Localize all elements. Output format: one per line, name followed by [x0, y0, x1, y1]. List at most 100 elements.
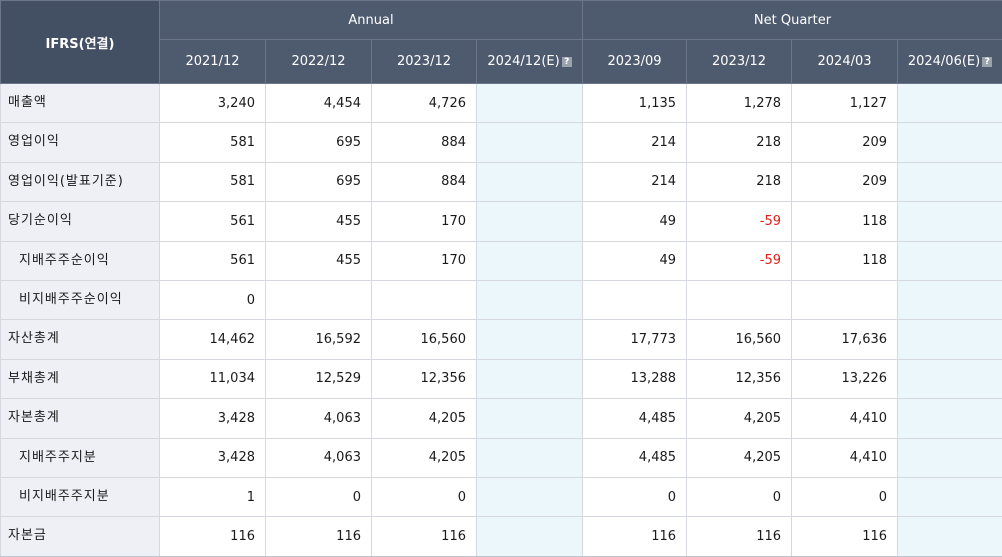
value-cell: 3,428	[160, 399, 266, 438]
estimate-cell	[898, 162, 1002, 201]
value-cell: 4,205	[687, 438, 792, 477]
value-cell: 16,592	[266, 320, 372, 359]
estimate-cell	[477, 438, 583, 477]
row-label: 지배주주순이익	[1, 241, 160, 280]
value-cell: 4,454	[266, 84, 372, 123]
value-cell: 884	[372, 123, 477, 162]
value-cell: 13,288	[583, 359, 687, 398]
estimate-cell	[477, 399, 583, 438]
estimate-cell	[898, 399, 1002, 438]
period-header-label: 2024/12(E)	[487, 54, 559, 69]
row-label: 영업이익(발표기준)	[1, 162, 160, 201]
value-cell: 884	[372, 162, 477, 201]
quarter-group-header: Net Quarter	[583, 1, 1002, 40]
estimate-cell	[477, 162, 583, 201]
value-cell	[583, 280, 687, 319]
value-cell: 561	[160, 241, 266, 280]
estimate-cell	[898, 280, 1002, 319]
value-cell: 12,356	[687, 359, 792, 398]
value-cell: 581	[160, 123, 266, 162]
row-label: 자본금	[1, 517, 160, 556]
value-cell: 1,278	[687, 84, 792, 123]
period-header-label: 2024/06(E)	[908, 54, 980, 69]
value-cell: 1,127	[792, 84, 898, 123]
estimate-cell	[898, 359, 1002, 398]
value-cell: 581	[160, 162, 266, 201]
value-cell: 0	[792, 477, 898, 516]
value-cell: -59	[687, 202, 792, 241]
row-label: 부채총계	[1, 359, 160, 398]
value-cell: 214	[583, 162, 687, 201]
estimate-cell	[898, 123, 1002, 162]
estimate-cell	[477, 123, 583, 162]
value-cell: 11,034	[160, 359, 266, 398]
value-cell: 116	[792, 517, 898, 556]
value-cell: 12,356	[372, 359, 477, 398]
value-cell: 4,205	[372, 399, 477, 438]
estimate-cell	[477, 517, 583, 556]
period-header-annual-2: 2022/12	[266, 40, 372, 84]
value-cell: 218	[687, 123, 792, 162]
row-label: 지배주주지분	[1, 438, 160, 477]
value-cell: 116	[160, 517, 266, 556]
period-header-annual-estimate: 2024/12(E)?	[477, 40, 583, 84]
period-header-quarter-1: 2023/09	[583, 40, 687, 84]
value-cell: 12,529	[266, 359, 372, 398]
value-cell: 695	[266, 123, 372, 162]
question-icon[interactable]: ?	[562, 57, 572, 67]
estimate-cell	[477, 241, 583, 280]
row-label: 당기순이익	[1, 202, 160, 241]
value-cell: 16,560	[372, 320, 477, 359]
value-cell: 14,462	[160, 320, 266, 359]
corner-header: IFRS(연결)	[1, 1, 160, 84]
value-cell: 4,063	[266, 438, 372, 477]
value-cell: 4,485	[583, 399, 687, 438]
value-cell: 4,410	[792, 399, 898, 438]
value-cell: 0	[160, 280, 266, 319]
estimate-cell	[898, 241, 1002, 280]
estimate-cell	[898, 477, 1002, 516]
row-label: 비지배주주지분	[1, 477, 160, 516]
value-cell: 0	[687, 477, 792, 516]
value-cell: 116	[266, 517, 372, 556]
value-cell: 455	[266, 241, 372, 280]
value-cell: 118	[792, 241, 898, 280]
annual-group-header: Annual	[160, 1, 583, 40]
value-cell: -59	[687, 241, 792, 280]
value-cell: 209	[792, 162, 898, 201]
value-cell: 170	[372, 202, 477, 241]
value-cell: 17,636	[792, 320, 898, 359]
period-header-annual-3: 2023/12	[372, 40, 477, 84]
estimate-cell	[477, 84, 583, 123]
row-label: 자본총계	[1, 399, 160, 438]
value-cell: 1,135	[583, 84, 687, 123]
estimate-cell	[477, 359, 583, 398]
estimate-cell	[477, 280, 583, 319]
estimate-cell	[477, 477, 583, 516]
value-cell: 695	[266, 162, 372, 201]
value-cell: 455	[266, 202, 372, 241]
estimate-cell	[898, 84, 1002, 123]
value-cell: 49	[583, 202, 687, 241]
value-cell: 4,205	[372, 438, 477, 477]
period-header-annual-1: 2021/12	[160, 40, 266, 84]
value-cell: 218	[687, 162, 792, 201]
value-cell	[687, 280, 792, 319]
value-cell: 170	[372, 241, 477, 280]
value-cell	[792, 280, 898, 319]
value-cell: 4,410	[792, 438, 898, 477]
value-cell: 16,560	[687, 320, 792, 359]
row-label: 매출액	[1, 84, 160, 123]
question-icon[interactable]: ?	[982, 57, 992, 67]
